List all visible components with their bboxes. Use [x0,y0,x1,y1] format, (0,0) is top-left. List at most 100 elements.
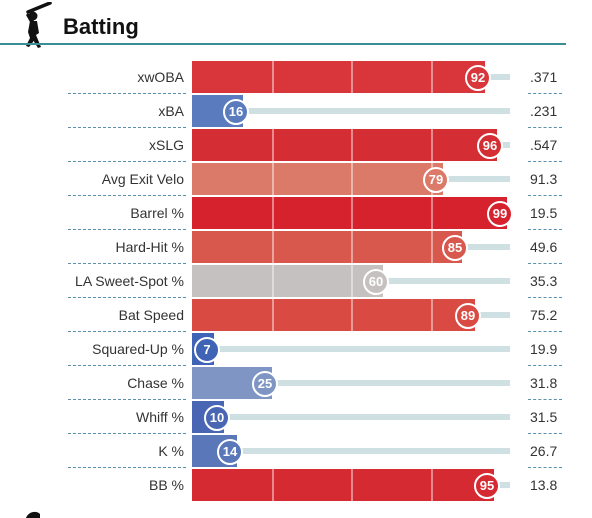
metric-row: K % 14 26.7 [0,434,592,468]
percentile-bar [192,61,485,93]
quartile-tick [351,163,353,195]
percentile-badge: 99 [487,201,513,227]
row-divider [528,195,562,196]
percentile-track [192,380,510,386]
percentile-bar [192,299,475,331]
percentile-badge: 16 [223,99,249,125]
metric-value: 91.3 [530,171,558,187]
percentile-badge: 60 [363,269,389,295]
section-title: Batting [63,14,139,39]
row-divider [68,467,186,468]
row-divider [528,467,562,468]
metric-row: BB % 95 13.8 [0,468,592,502]
percentile-track [192,346,510,352]
batter-icon [26,2,52,48]
row-divider [68,263,186,264]
percentile-bar [192,197,507,229]
metric-label: Bat Speed [118,307,184,323]
section-divider [0,43,566,45]
metric-row: xBA 16 .231 [0,94,592,128]
row-divider [68,195,186,196]
metric-row: Avg Exit Velo 79 91.3 [0,162,592,196]
metric-row: Whiff % 10 31.5 [0,400,592,434]
percentile-track [192,414,510,420]
metric-value: 19.5 [530,205,558,221]
quartile-tick [272,469,274,501]
metric-value: .371 [530,69,558,85]
quartile-tick [272,129,274,161]
metric-value: 31.8 [530,375,558,391]
percentile-badge: 79 [423,167,449,193]
metric-label: Hard-Hit % [115,239,184,255]
row-divider [528,263,562,264]
row-divider [528,331,562,332]
metric-value: 19.9 [530,341,558,357]
quartile-tick [272,231,274,263]
quartile-tick [272,163,274,195]
metric-label: Whiff % [136,409,184,425]
percentile-badge: 85 [442,235,468,261]
quartile-tick [431,299,433,331]
percentile-badge: 14 [217,439,243,465]
metric-value: 13.8 [530,477,558,493]
quartile-tick [431,197,433,229]
percentile-badge: 92 [465,65,491,91]
metric-label: Barrel % [130,205,184,221]
metric-value: .547 [530,137,558,153]
row-divider [528,229,562,230]
percentile-bar [192,129,497,161]
metric-label: xwOBA [137,69,184,85]
metric-row: xSLG 96 .547 [0,128,592,162]
metric-row: Barrel % 99 19.5 [0,196,592,230]
row-divider [68,331,186,332]
quartile-tick [272,265,274,297]
quartile-tick [351,61,353,93]
batter-icon-partial [26,511,40,518]
quartile-tick [351,197,353,229]
metric-label: xSLG [148,137,184,153]
row-divider [68,161,186,162]
metric-value: 31.5 [530,409,558,425]
quartile-tick [351,299,353,331]
metric-value: 49.6 [530,239,558,255]
row-divider [68,127,186,128]
quartile-tick [351,469,353,501]
section-header: Batting [0,0,592,52]
metric-row: xwOBA 92 .371 [0,60,592,94]
metric-value: 26.7 [530,443,558,459]
metric-value: .231 [530,103,558,119]
percentile-badge: 10 [204,405,230,431]
quartile-tick [272,197,274,229]
metric-row: Bat Speed 89 75.2 [0,298,592,332]
row-divider [528,127,562,128]
metric-label: Chase % [127,375,184,391]
percentile-bar [192,265,383,297]
metric-row: LA Sweet-Spot % 60 35.3 [0,264,592,298]
row-divider [528,399,562,400]
metric-row: Squared-Up % 7 19.9 [0,332,592,366]
quartile-tick [431,231,433,263]
row-divider [68,365,186,366]
percentile-bar [192,469,494,501]
metric-label: K % [158,443,184,459]
row-divider [528,161,562,162]
metric-value: 75.2 [530,307,558,323]
row-divider [68,433,186,434]
quartile-tick [272,299,274,331]
percentile-badge: 7 [194,337,220,363]
percentile-bar [192,163,443,195]
row-divider [528,93,562,94]
metric-label: Avg Exit Velo [101,171,184,187]
quartile-tick [351,129,353,161]
percentile-badge: 89 [455,303,481,329]
percentile-bar [192,231,462,263]
row-divider [68,93,186,94]
percentile-badge: 25 [252,371,278,397]
quartile-tick [351,265,353,297]
metric-label: xBA [158,103,184,119]
quartile-tick [431,129,433,161]
quartile-tick [431,469,433,501]
metric-label: LA Sweet-Spot % [75,273,184,289]
quartile-tick [351,231,353,263]
metric-row: Hard-Hit % 85 49.6 [0,230,592,264]
